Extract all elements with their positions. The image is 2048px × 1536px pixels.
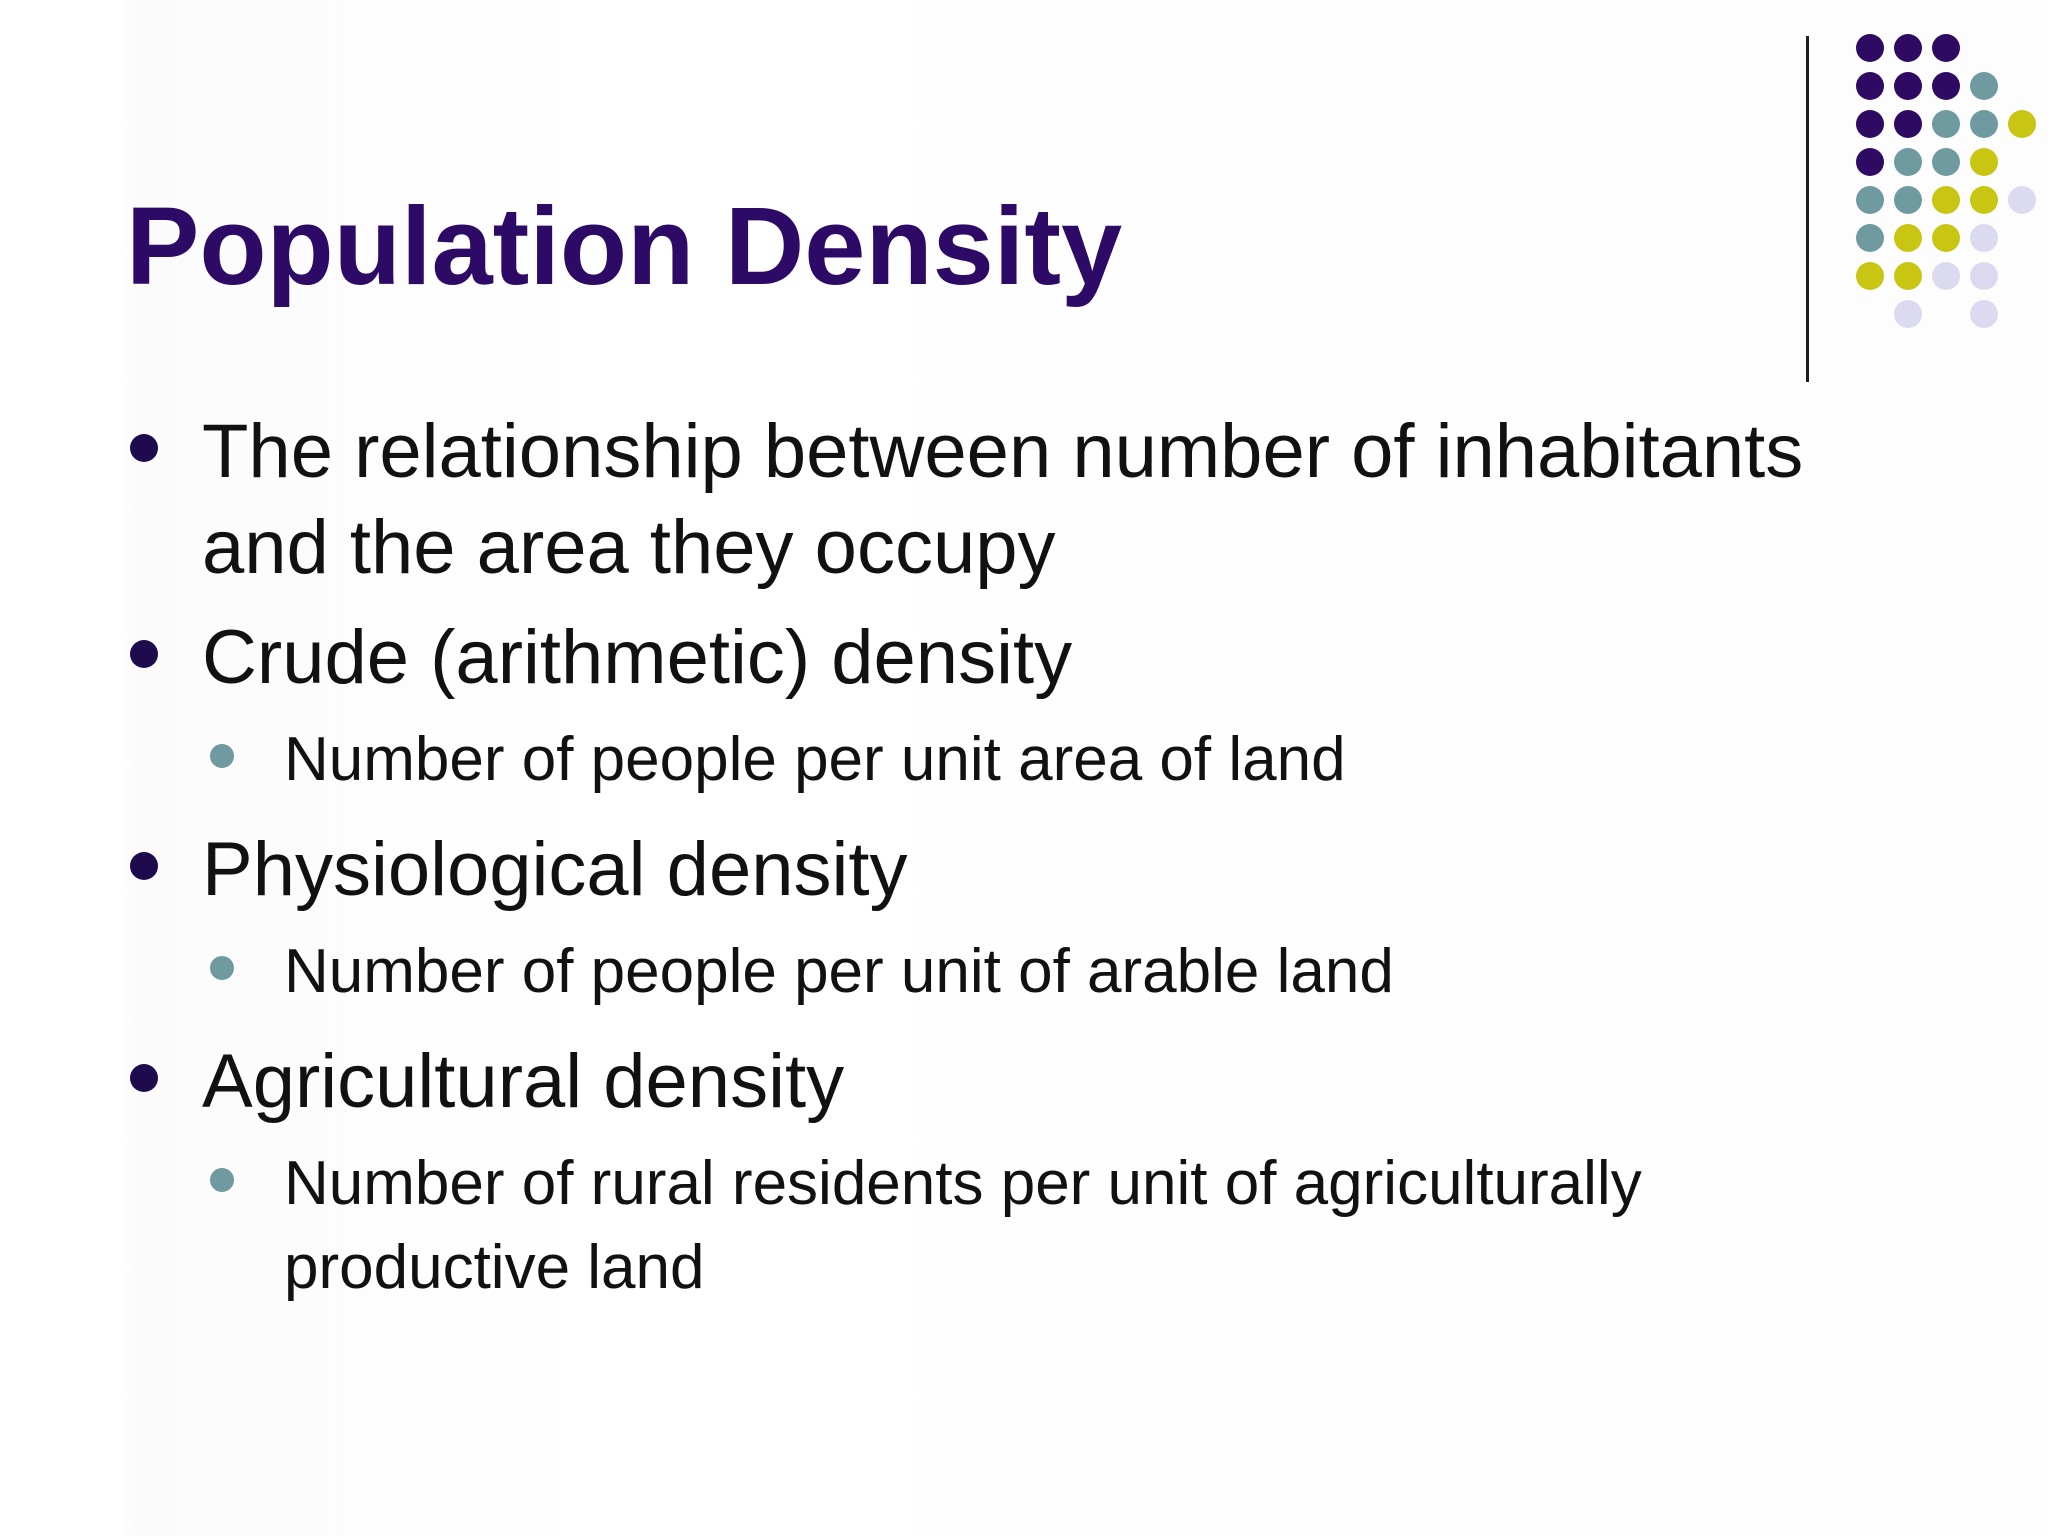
bullet-item-level1: The relationship between number of inhab…	[126, 404, 1886, 596]
decorative-dot	[1856, 224, 1884, 252]
decorative-dot	[1932, 72, 1960, 100]
bullet-text: Agricultural density	[202, 1039, 845, 1124]
decorative-dot	[1932, 148, 1960, 176]
bullet-text: Crude (arithmetic) density	[202, 615, 1073, 700]
bullet-text: Number of people per unit area of land	[284, 725, 1346, 794]
decorative-dot	[2008, 110, 2036, 138]
decorative-dot	[1970, 72, 1998, 100]
bullet-item-level1: Physiological density	[126, 822, 1886, 918]
decorative-dot	[1894, 300, 1922, 328]
decorative-dot	[1894, 110, 1922, 138]
decorative-dot	[1932, 186, 1960, 214]
bullet-dot-icon	[130, 852, 158, 880]
decorative-dot	[1894, 224, 1922, 252]
decorative-dot	[1932, 224, 1960, 252]
decorative-dot	[1970, 186, 1998, 214]
decorative-dot	[1856, 186, 1884, 214]
bullet-list: The relationship between number of inhab…	[126, 404, 1886, 1330]
decorative-dot	[1970, 110, 1998, 138]
bullet-dot-icon	[130, 434, 158, 462]
decorative-dot	[1970, 224, 1998, 252]
decorative-dot	[1932, 34, 1960, 62]
decorative-dot	[1932, 262, 1960, 290]
decorative-dot	[1894, 262, 1922, 290]
bullet-text: Number of people per unit of arable land	[284, 937, 1394, 1006]
bullet-dot-icon	[130, 640, 158, 668]
decorative-dot	[1856, 34, 1884, 62]
sub-bullet-dot-icon	[210, 956, 234, 980]
decorative-dot	[1932, 110, 1960, 138]
decorative-dot	[1856, 72, 1884, 100]
bullet-text: Number of rural residents per unit of ag…	[284, 1149, 1642, 1302]
slide-title: Population Density	[126, 185, 1123, 308]
bullet-item-level1: Agricultural density	[126, 1034, 1886, 1130]
bullet-item-level2: Number of rural residents per unit of ag…	[126, 1142, 1886, 1310]
decorative-dot	[2008, 186, 2036, 214]
bullet-text: Physiological density	[202, 827, 908, 912]
bullet-item-level1: Crude (arithmetic) density	[126, 610, 1886, 706]
title-divider-line	[1806, 36, 1809, 382]
decorative-dot	[1970, 300, 1998, 328]
bullet-dot-icon	[130, 1064, 158, 1092]
bullet-item-level2: Number of people per unit area of land	[126, 718, 1886, 802]
decorative-dot	[1894, 148, 1922, 176]
decorative-dot	[1894, 72, 1922, 100]
decorative-dot	[1894, 34, 1922, 62]
sub-bullet-dot-icon	[210, 744, 234, 768]
decorative-dot	[1856, 148, 1884, 176]
decorative-dot	[1970, 148, 1998, 176]
bullet-item-level2: Number of people per unit of arable land	[126, 930, 1886, 1014]
decorative-dot	[1856, 110, 1884, 138]
decorative-dot	[1894, 186, 1922, 214]
decorative-dot	[1970, 262, 1998, 290]
bullet-text: The relationship between number of inhab…	[202, 409, 1804, 590]
sub-bullet-dot-icon	[210, 1168, 234, 1192]
decorative-dot	[1856, 262, 1884, 290]
